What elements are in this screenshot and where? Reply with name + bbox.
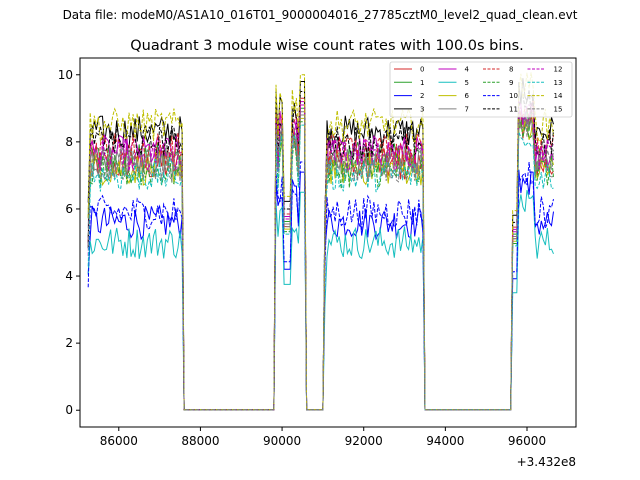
legend-label-0: 0 [420,66,424,74]
series-line-5 [87,189,554,411]
chart-title: Quadrant 3 module wise count rates with … [130,38,524,54]
x-tick-label: 90000 [263,434,301,448]
legend-label-14: 14 [554,92,563,100]
series-line-12 [87,104,554,411]
x-tick-label: 94000 [426,434,464,448]
series-line-15 [87,112,554,411]
series-line-14 [87,72,554,411]
x-tick-label: 88000 [181,434,219,448]
legend-label-7: 7 [465,105,469,113]
legend-label-15: 15 [554,105,563,113]
legend-label-3: 3 [420,105,424,113]
series-layer [87,72,554,411]
series-line-7 [87,111,554,411]
axes-frame [79,57,577,428]
legend-label-2: 2 [420,92,424,100]
series-line-13 [87,124,554,411]
legend-label-13: 13 [554,79,563,87]
legend-label-8: 8 [509,66,513,74]
legend-label-12: 12 [554,66,563,74]
y-tick-label: 2 [65,336,73,350]
legend-label-9: 9 [509,79,513,87]
y-tick-label: 4 [65,269,73,283]
legend-label-6: 6 [465,92,470,100]
legend-box [389,61,573,118]
y-tick-label: 6 [65,202,73,216]
series-line-10 [87,161,554,411]
y-tick-label: 0 [65,403,73,417]
series-line-3 [87,78,554,411]
x-tick-label: 86000 [100,434,138,448]
x-tick-label: 96000 [508,434,546,448]
y-tick-label: 10 [58,68,73,82]
x-offset-label: +3.432e8 [517,455,576,469]
legend-label-10: 10 [509,92,518,100]
x-tick-label: 92000 [345,434,383,448]
legend-label-11: 11 [509,105,518,113]
legend-label-4: 4 [465,66,470,74]
figure-suptitle: Data file: modeM0/AS1A10_016T01_90000040… [62,8,578,22]
legend-label-1: 1 [420,79,424,87]
legend-label-5: 5 [465,79,469,87]
y-tick-label: 8 [65,135,73,149]
